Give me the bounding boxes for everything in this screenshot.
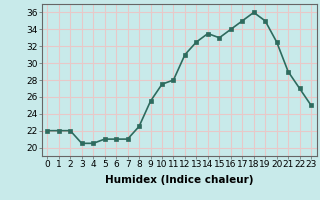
X-axis label: Humidex (Indice chaleur): Humidex (Indice chaleur) [105, 175, 253, 185]
